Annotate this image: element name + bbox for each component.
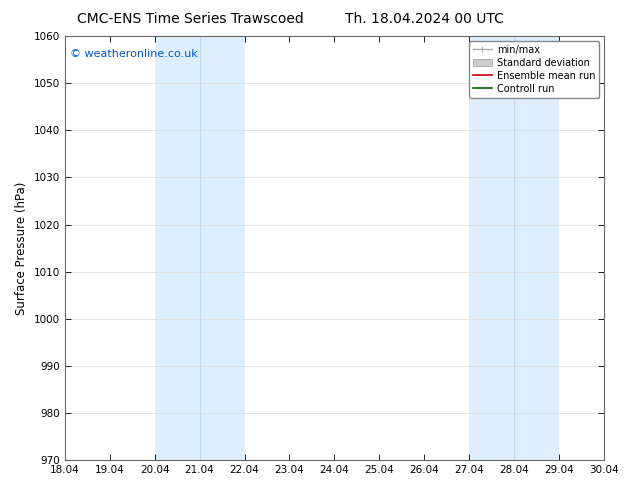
Bar: [469, 36, 559, 460]
Legend: min/max, Standard deviation, Ensemble mean run, Controll run: min/max, Standard deviation, Ensemble me…: [469, 41, 599, 98]
Y-axis label: Surface Pressure (hPa): Surface Pressure (hPa): [15, 181, 28, 315]
Text: Th. 18.04.2024 00 UTC: Th. 18.04.2024 00 UTC: [346, 12, 504, 26]
Text: © weatheronline.co.uk: © weatheronline.co.uk: [70, 49, 198, 59]
Text: CMC-ENS Time Series Trawscoed: CMC-ENS Time Series Trawscoed: [77, 12, 304, 26]
Bar: [155, 36, 245, 460]
